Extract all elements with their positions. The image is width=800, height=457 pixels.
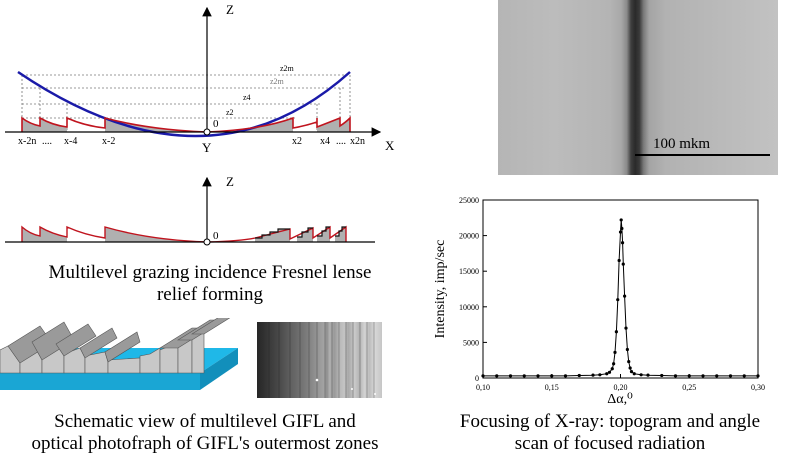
scale-bar-label: 100 mkm — [653, 136, 710, 152]
axis-y-label: Y — [202, 140, 212, 155]
x-axis-title: Δα,⁰ — [607, 392, 633, 407]
gifl-outermost-zones-photo — [257, 322, 382, 398]
multilevel-relief-diagram: Z 0 — [5, 174, 375, 246]
scan-point — [624, 326, 628, 330]
scan-point — [625, 347, 629, 352]
y-axis-title: Intensity, imp/sec — [433, 240, 448, 339]
y-tick-label: 20000 — [459, 232, 479, 241]
caption-schematic-line-1: Schematic view of multilevel GIFL and — [54, 411, 356, 432]
origin-marker-2 — [203, 238, 211, 246]
x-label-left-2: .... — [42, 136, 52, 147]
x-label-right-2: x4 — [320, 136, 330, 147]
scan-point — [598, 373, 602, 377]
relief-profile-2 — [21, 225, 347, 243]
scan-point — [610, 367, 614, 371]
axis-x-label: X — [385, 138, 395, 153]
scan-point — [495, 374, 499, 378]
scan-point — [618, 230, 623, 234]
caption-relief-line-1: Multilevel grazing incidence Fresnel len… — [48, 262, 372, 283]
y-tick-label: 5000 — [463, 338, 479, 347]
origin-label-2: 0 — [213, 230, 219, 242]
x-label-left-1: x-2n — [18, 136, 36, 147]
scan-point — [632, 372, 636, 376]
origin-label: 0 — [213, 118, 219, 130]
axis-z-label-2: Z — [226, 174, 234, 189]
y-tick-label: 25000 — [459, 196, 479, 205]
y-tick-label: 0 — [475, 374, 479, 383]
scan-point — [550, 374, 554, 378]
scan-point — [628, 366, 632, 370]
scan-point — [563, 374, 568, 378]
step-profile — [255, 226, 346, 239]
x-label-right-1: x2 — [292, 136, 302, 147]
scan-point — [687, 374, 691, 378]
scan-point — [623, 294, 627, 298]
lens-geometry-diagram: Z X Y 0 x-2n .... x-4 x-2 x2 x4 .... x2n… — [5, 2, 395, 155]
caption-focusing-line-1: Focusing of X-ray: topogram and angle — [459, 411, 761, 432]
scan-point — [627, 360, 631, 364]
y-tick-label: 15000 — [459, 267, 479, 276]
caption-schematic: Schematic view of multilevel GIFL and op… — [0, 411, 420, 455]
relief-fill — [22, 118, 350, 132]
x-label-left-4: x-2 — [102, 136, 115, 147]
scan-point — [536, 374, 540, 378]
topogram-overlay: 100 mkm — [635, 136, 770, 156]
scan-point — [605, 372, 609, 376]
scan-point — [607, 370, 612, 374]
scan-point — [620, 226, 624, 231]
x-tick-label: 0,15 — [545, 383, 559, 392]
scan-point — [728, 374, 733, 378]
scan-point — [715, 374, 719, 378]
x-tick-label: 0,10 — [476, 383, 490, 392]
scan-point — [621, 262, 625, 266]
caption-schematic-line-2: optical photofraph of GIFL's outermost z… — [31, 433, 379, 454]
scan-point — [646, 373, 650, 377]
scan-point — [660, 373, 664, 378]
z-label-4: z2 — [226, 108, 234, 117]
scan-point — [616, 298, 620, 302]
y-tick-label: 10000 — [459, 303, 479, 312]
caption-focusing: Focusing of X-ray: topogram and angle sc… — [420, 411, 800, 455]
origin-marker — [203, 128, 211, 136]
scan-point — [612, 362, 616, 366]
scan-point — [591, 373, 595, 377]
angle-scan-chart: 0,10 0,15 0,20 0,25 0,30 0 5000 10000 15000 2000… — [433, 196, 765, 407]
parabola-curve — [17, 70, 351, 138]
x-label-right-4: x2n — [350, 136, 365, 147]
gifl-schematic-3d — [0, 318, 238, 390]
z-label-1: z2m — [280, 64, 295, 73]
x-label-left-3: x-4 — [64, 136, 77, 147]
x-tick-label: 0,30 — [751, 383, 765, 392]
scan-point — [508, 374, 513, 378]
x-label-right-3: .... — [336, 136, 346, 147]
scan-point — [620, 241, 625, 245]
caption-relief: Multilevel grazing incidence Fresnel len… — [0, 262, 420, 306]
relief-profile — [21, 116, 351, 133]
z-label-3: z4 — [243, 93, 251, 102]
scan-series-line — [483, 219, 758, 377]
scan-point — [577, 373, 581, 378]
x-tick-label: 0,20 — [614, 383, 628, 392]
x-tick-label: 0,25 — [682, 383, 696, 392]
scan-point — [756, 374, 760, 378]
scan-point — [614, 330, 618, 334]
z-label-2: z2m — [270, 77, 285, 86]
caption-relief-line-2: relief forming — [156, 284, 264, 305]
scan-point — [742, 374, 746, 378]
scan-point — [613, 350, 617, 354]
scan-point — [619, 218, 623, 222]
axis-z-label: Z — [226, 2, 234, 17]
scan-point — [629, 369, 634, 374]
scan-point — [617, 258, 621, 263]
photo-zone-lines — [268, 322, 376, 398]
scan-point — [522, 374, 526, 378]
scan-point — [673, 374, 678, 378]
scan-point — [701, 374, 705, 378]
scan-point — [639, 373, 643, 377]
scan-point — [481, 374, 485, 378]
topogram-photo: 100 mkm — [498, 0, 778, 175]
caption-focusing-line-2: scan of focused radiation — [514, 433, 706, 454]
